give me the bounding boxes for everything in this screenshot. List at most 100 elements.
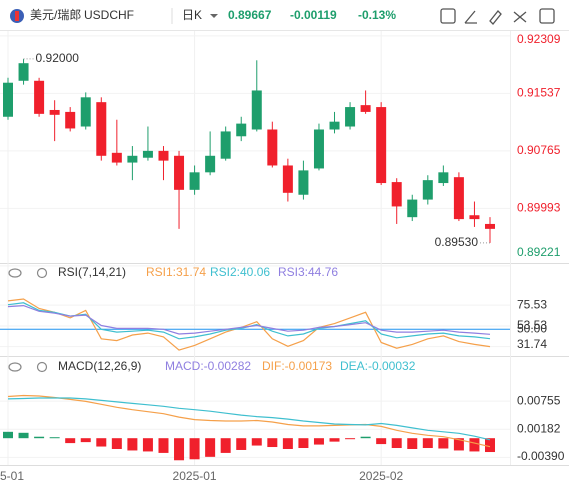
icon-button[interactable]	[440, 8, 456, 24]
macd-bar	[236, 438, 247, 450]
x-tick-label: 2025-01	[173, 469, 217, 483]
candle-body	[127, 155, 138, 163]
candle-body	[236, 123, 247, 137]
macd-bar	[127, 438, 138, 451]
y-tick-label: 0.00755	[517, 393, 561, 407]
icon-button[interactable]	[489, 10, 502, 25]
y-tick-label: 53.53	[517, 318, 547, 332]
toggle-icon[interactable]	[8, 362, 22, 372]
macd-bar	[205, 438, 216, 457]
macd-bar	[453, 438, 464, 451]
macd-bar	[422, 438, 433, 449]
x-tick-label: 2025-02	[359, 469, 403, 483]
macd-bar	[142, 438, 153, 452]
candle-body	[96, 102, 107, 156]
high-label: 0.92000	[36, 51, 80, 65]
indicator-title: MACD(12,26,9)	[58, 359, 141, 373]
candle-body	[205, 155, 216, 173]
candle-body	[282, 165, 293, 193]
settings-icon[interactable]	[36, 361, 48, 373]
candle-body	[360, 105, 371, 112]
macd-bar	[189, 438, 200, 460]
macd-bar	[282, 438, 293, 449]
settings-icon[interactable]	[36, 267, 48, 279]
macd-bar	[376, 438, 387, 445]
indicator-line	[7, 304, 491, 335]
legend-entry: RSI1:31.74	[146, 265, 206, 279]
candle-body	[485, 223, 495, 229]
candle-body	[251, 90, 262, 130]
y-tick-label: 75.53	[517, 297, 547, 311]
y-tick-label: -0.00390	[517, 449, 565, 463]
change: -0.00119	[290, 8, 337, 22]
macd-bar	[267, 438, 278, 448]
y-tick-label: 0.00182	[517, 421, 561, 435]
macd-bar	[313, 438, 324, 445]
x-tick-label: 5-01	[0, 469, 24, 483]
indicator-line	[7, 394, 491, 448]
candle-body	[18, 63, 29, 81]
macd-bar	[469, 438, 480, 452]
candle-body	[65, 111, 76, 129]
candle-body	[3, 82, 13, 117]
y-tick-label: 0.89221	[517, 245, 561, 259]
candle-body	[345, 107, 356, 127]
candle-body	[111, 152, 122, 163]
indicator-line	[7, 298, 491, 351]
macd-bar	[174, 438, 185, 461]
candle-body	[80, 97, 91, 127]
legend-entry: MACD:-0.00282	[165, 359, 251, 373]
dropdown-caret[interactable]	[210, 14, 218, 18]
macd-bar	[220, 438, 231, 453]
icon-button[interactable]	[513, 11, 527, 23]
macd-bar	[158, 438, 169, 453]
y-tick-label: 31.74	[517, 337, 547, 351]
macd-bar	[96, 438, 107, 447]
macd-bar	[298, 438, 309, 449]
candle-body	[220, 131, 231, 159]
legend-entry: DEA:-0.00032	[340, 359, 416, 373]
macd-bar	[485, 438, 495, 453]
candle-body	[267, 129, 278, 166]
macd-bar	[345, 438, 356, 440]
indicator-line	[7, 397, 491, 441]
candle-body	[469, 215, 480, 220]
candle-body	[189, 172, 200, 190]
y-tick-label: 50.00	[517, 321, 547, 335]
legend-entry: RSI2:40.06	[210, 265, 270, 279]
legend-entry: DIF:-0.00173	[262, 359, 332, 373]
macd-bar	[407, 438, 418, 449]
candle-body	[174, 155, 185, 190]
flag-icon	[15, 11, 19, 21]
icon-button[interactable]	[539, 8, 555, 24]
y-tick-label: 0.92309	[517, 32, 561, 46]
candle-body	[329, 121, 340, 130]
price: 0.89667	[228, 8, 272, 22]
candle-body	[313, 129, 324, 169]
y-tick-label: 0.91537	[517, 86, 561, 100]
macd-bar	[65, 438, 76, 444]
period[interactable]: 日K	[182, 8, 202, 22]
candle-body	[34, 80, 45, 114]
icon-button[interactable]	[464, 10, 477, 24]
pair-name: 美元/瑞郎	[30, 8, 81, 22]
y-tick-label: 0.89993	[517, 201, 561, 215]
toggle-icon[interactable]	[8, 268, 22, 278]
candle-body	[49, 109, 60, 115]
change-pct: -0.13%	[358, 8, 396, 22]
macd-bar	[3, 431, 13, 439]
macd-bar	[360, 436, 371, 439]
macd-bar	[438, 438, 449, 449]
symbol: USDCHF	[84, 8, 134, 22]
candle-body	[422, 180, 433, 200]
legend-entry: RSI3:44.76	[278, 265, 338, 279]
macd-bar	[329, 438, 340, 442]
macd-bar	[49, 437, 60, 439]
candle-body	[438, 172, 449, 184]
macd-bar	[80, 438, 91, 443]
indicator-title: RSI(7,14,21)	[58, 265, 126, 279]
candle-body	[407, 199, 418, 218]
